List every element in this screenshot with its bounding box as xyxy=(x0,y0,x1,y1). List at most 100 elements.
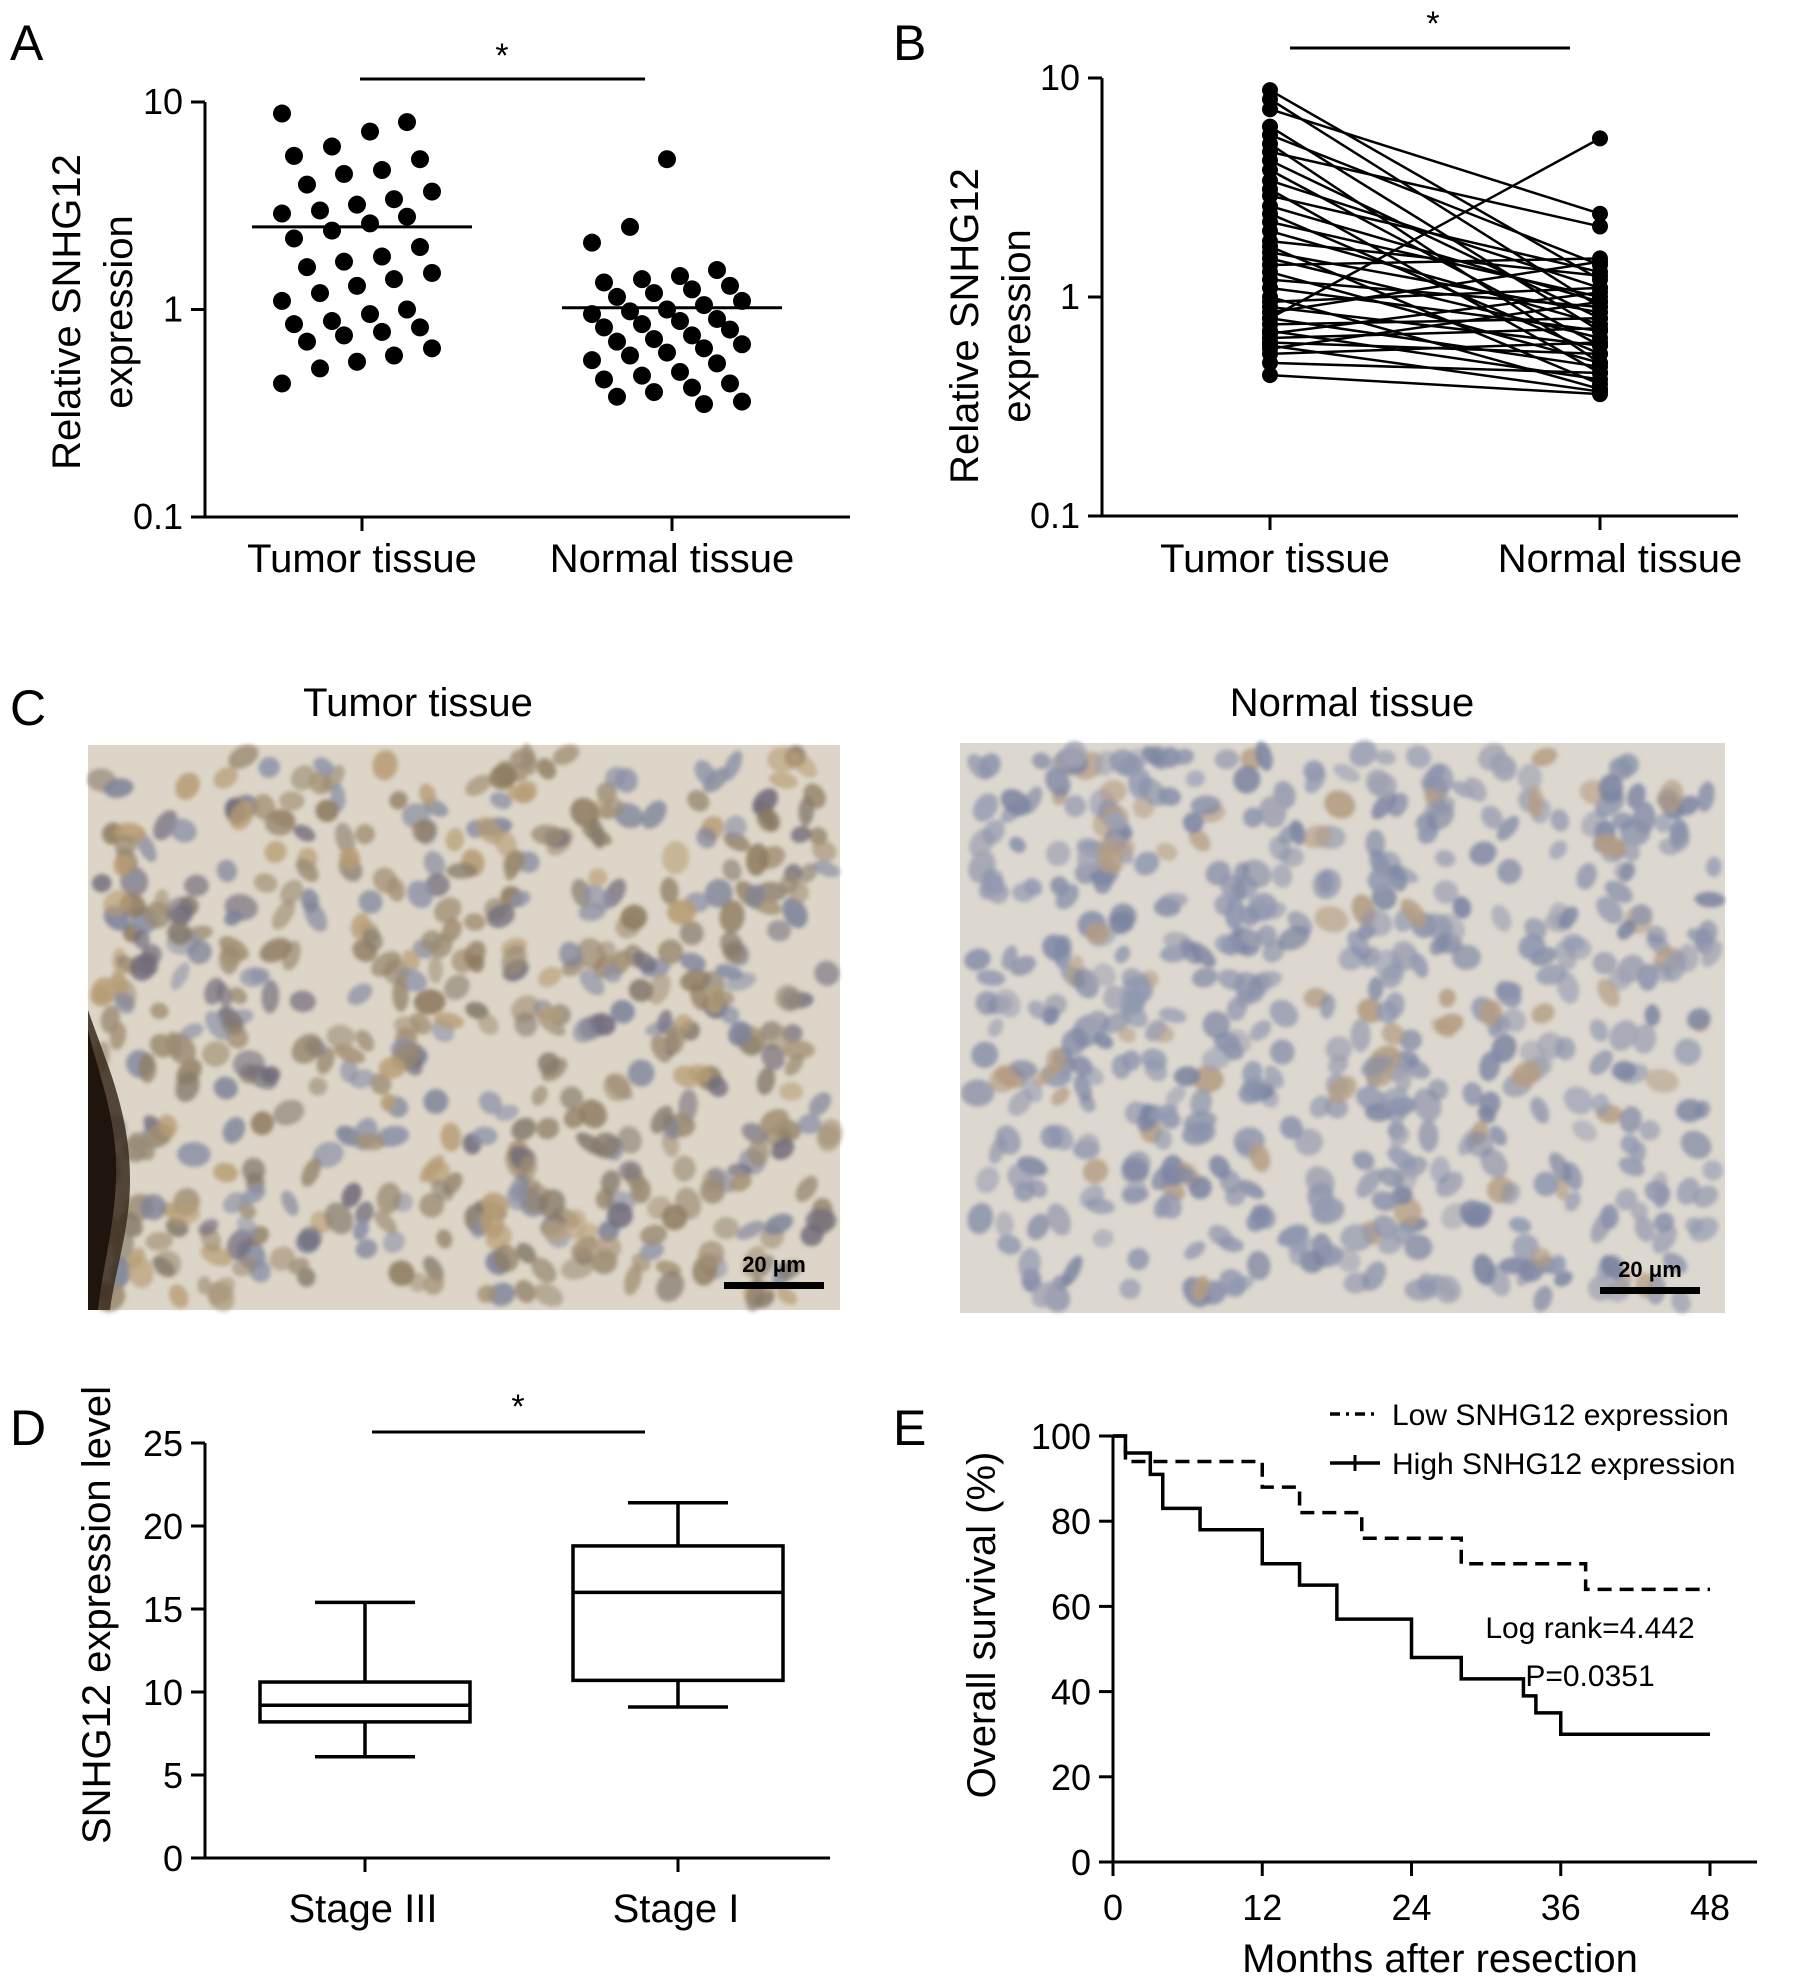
panel-a-data-point xyxy=(285,146,303,165)
cell-nucleus xyxy=(742,1245,767,1277)
panel-a-data-point xyxy=(595,318,613,337)
cell-nucleus xyxy=(1356,1168,1382,1198)
panel-a-data-point xyxy=(721,320,739,339)
cell-nucleus xyxy=(736,1220,765,1240)
cell-nucleus xyxy=(301,1157,322,1187)
panel-a-data-point xyxy=(733,392,751,411)
cell-nucleus xyxy=(308,1077,328,1096)
cell-nucleus xyxy=(213,1162,238,1183)
cell-nucleus xyxy=(216,859,238,883)
cell-nucleus xyxy=(355,1132,386,1151)
panel-a-data-point xyxy=(335,326,353,345)
panel-b-tumor-point xyxy=(1262,367,1278,384)
cell-nucleus xyxy=(1669,819,1689,845)
cell-nucleus xyxy=(1328,1075,1357,1104)
cell-nucleus xyxy=(380,1093,396,1112)
cell-nucleus xyxy=(672,1065,701,1088)
cell-nucleus xyxy=(1654,813,1671,833)
cell-nucleus xyxy=(1480,1148,1508,1179)
cell-nucleus xyxy=(537,1005,561,1024)
cell-nucleus xyxy=(1549,840,1568,860)
panel-a-data-point xyxy=(595,370,613,389)
cell-nucleus xyxy=(1592,1093,1610,1117)
cell-nucleus xyxy=(618,1160,642,1182)
cell-nucleus xyxy=(258,756,280,778)
cell-nucleus xyxy=(1373,1192,1398,1210)
cell-nucleus xyxy=(1092,963,1117,987)
cell-nucleus xyxy=(304,901,328,932)
cell-nucleus xyxy=(1417,1273,1437,1296)
cell-nucleus xyxy=(1249,1143,1271,1172)
panel-b: B Relative SNHG12 expression 0.1 1 10 Tumo… xyxy=(893,5,1742,581)
panel-b-pair-line xyxy=(1269,137,1601,320)
cell-nucleus xyxy=(1219,1269,1247,1298)
panel-a-data-point xyxy=(645,330,663,349)
cell-nucleus xyxy=(1629,1141,1647,1164)
panel-a-data-point xyxy=(695,339,713,358)
cell-nucleus xyxy=(624,1263,643,1296)
cell-nucleus xyxy=(1158,892,1188,908)
cell-nucleus xyxy=(506,1183,528,1211)
cell-nucleus xyxy=(1096,837,1121,861)
panel-b-pair-line xyxy=(1269,260,1601,314)
cell-nucleus xyxy=(771,1138,795,1160)
cell-nucleus xyxy=(1046,1047,1068,1073)
cell-nucleus xyxy=(431,934,453,959)
cell-nucleus xyxy=(647,973,671,1005)
cell-nucleus xyxy=(660,877,679,905)
cell-nucleus xyxy=(1100,779,1127,804)
cell-nucleus xyxy=(767,746,799,773)
cell-nucleus xyxy=(533,1283,564,1307)
cell-nucleus xyxy=(1387,1146,1417,1170)
cell-nucleus xyxy=(1127,1248,1150,1271)
cell-nucleus xyxy=(388,1260,415,1287)
cell-nucleus xyxy=(393,1016,422,1037)
panel-a-data-point xyxy=(721,276,739,295)
cell-nucleus xyxy=(1224,1186,1246,1206)
cell-nucleus xyxy=(1694,891,1726,908)
cell-nucleus xyxy=(1141,1048,1167,1071)
cell-nucleus xyxy=(1073,968,1099,999)
cell-nucleus xyxy=(315,799,339,822)
cell-nucleus xyxy=(1634,1215,1655,1242)
cell-nucleus xyxy=(1600,1204,1619,1230)
cell-nucleus xyxy=(1064,795,1087,818)
panel-a-data-point xyxy=(273,374,291,393)
cell-nucleus xyxy=(1141,746,1164,766)
cell-nucleus xyxy=(1258,796,1287,829)
cell-nucleus xyxy=(1609,1019,1638,1051)
cell-nucleus xyxy=(1209,1155,1231,1179)
panel-b-ytick-label: 10 xyxy=(1040,57,1080,98)
cell-nucleus xyxy=(722,859,742,881)
cell-nucleus xyxy=(1190,795,1222,816)
cell-nucleus xyxy=(976,969,1006,986)
cell-nucleus xyxy=(355,1029,375,1052)
cell-nucleus xyxy=(489,792,513,809)
cell-nucleus xyxy=(1686,1008,1711,1031)
cell-nucleus xyxy=(213,1076,238,1100)
cell-nucleus xyxy=(1644,1004,1661,1027)
cell-nucleus xyxy=(538,966,562,988)
cell-nucleus xyxy=(724,815,747,839)
cell-nucleus xyxy=(1645,1068,1679,1093)
cell-nucleus xyxy=(696,827,717,849)
cell-nucleus xyxy=(690,982,708,1011)
cell-nucleus xyxy=(1093,1032,1114,1049)
cell-nucleus xyxy=(175,772,200,800)
cell-nucleus xyxy=(1489,1125,1507,1146)
cell-nucleus xyxy=(972,793,999,822)
cell-nucleus xyxy=(1495,980,1522,1008)
panel-d-ylabel: SNHG12 expression level xyxy=(75,1386,119,1844)
cell-nucleus xyxy=(747,1139,770,1167)
cell-nucleus xyxy=(1045,767,1071,797)
panel-b-tumor-point xyxy=(1262,354,1278,371)
cell-nucleus xyxy=(1333,763,1360,783)
cell-nucleus xyxy=(221,1014,245,1035)
cell-nucleus xyxy=(672,1155,696,1182)
cell-nucleus xyxy=(1114,838,1135,858)
cell-nucleus xyxy=(1697,781,1715,813)
cell-nucleus xyxy=(1685,1217,1704,1234)
cell-nucleus xyxy=(187,939,212,965)
cell-nucleus xyxy=(570,1236,598,1260)
cell-nucleus xyxy=(1092,1229,1114,1248)
